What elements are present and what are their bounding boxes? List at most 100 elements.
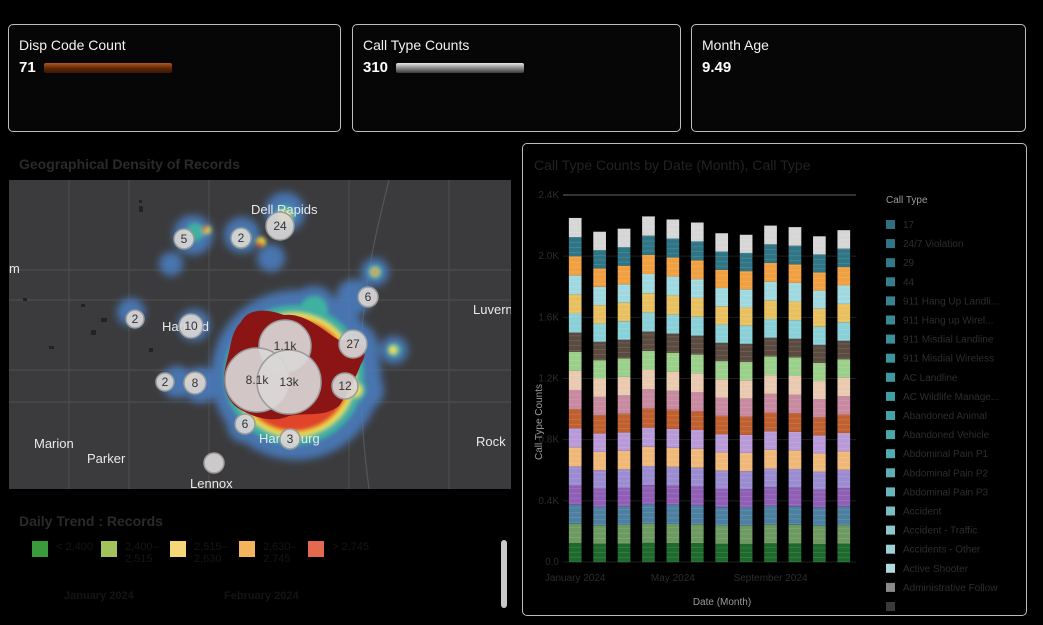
- bar-segment: [666, 276, 680, 296]
- bar-segment: [642, 466, 655, 486]
- legend-item-label[interactable]: Administrative Follow: [903, 583, 998, 594]
- legend-item-label[interactable]: Abdominal Pain P2: [903, 468, 988, 479]
- legend-swatch[interactable]: [886, 544, 895, 554]
- cluster-bubble[interactable]: [265, 211, 295, 241]
- legend-swatch[interactable]: [886, 487, 895, 497]
- bar-segment: [788, 282, 802, 302]
- kpi-month-age[interactable]: Month Age 9.49: [691, 24, 1026, 132]
- legend-item-label[interactable]: Accident: [903, 507, 942, 518]
- bar-segment: [617, 228, 631, 248]
- bar-segment: [666, 314, 680, 334]
- bar-segment: [715, 251, 729, 270]
- y-tick-label: 0.0: [545, 557, 559, 568]
- legend-item-label[interactable]: 911 Misdial Landline: [903, 335, 994, 346]
- legend-item-label[interactable]: Accident - Traffic: [903, 526, 977, 537]
- bar-segment: [666, 371, 680, 391]
- legend-item-label[interactable]: 911 Hang up Wirel...: [903, 316, 993, 327]
- legend-swatch[interactable]: [886, 353, 895, 363]
- legend-item-label[interactable]: 44: [903, 277, 915, 288]
- cluster-bubble[interactable]: [234, 413, 256, 435]
- legend-item-label[interactable]: Abdominal Pain P3: [903, 487, 988, 498]
- bar-segment: [837, 248, 851, 268]
- bar-segment: [617, 469, 631, 488]
- legend-item-label[interactable]: Accidents - Other: [903, 545, 981, 556]
- cluster-bubble[interactable]: [173, 228, 195, 250]
- legend-swatch[interactable]: [886, 296, 895, 306]
- cluster-bubble[interactable]: [357, 286, 379, 308]
- legend-swatch[interactable]: [886, 372, 895, 382]
- stacked-bar[interactable]: [666, 219, 680, 563]
- y-tick-label: 2.4K: [538, 190, 559, 201]
- bar-segment: [788, 245, 802, 265]
- legend-item-label[interactable]: 24/7 Violation: [903, 239, 963, 250]
- legend-item-label[interactable]: Abdominal Pain P1: [903, 449, 988, 460]
- kpi-call-type-counts[interactable]: Call Type Counts 310: [352, 24, 681, 132]
- legend-item-label[interactable]: Active Shooter: [903, 564, 969, 575]
- legend-swatch[interactable]: [886, 277, 895, 287]
- cluster-bubble[interactable]: [338, 329, 368, 359]
- bar-segment: [666, 447, 680, 467]
- cluster-bubble[interactable]: [155, 372, 175, 392]
- stacked-bar[interactable]: [813, 236, 826, 563]
- bar-segment: [788, 357, 802, 376]
- cluster-bubble[interactable]: [256, 349, 322, 415]
- kpi-disp-code-count[interactable]: Disp Code Count 71: [8, 24, 341, 132]
- bar-segment: [788, 264, 802, 283]
- legend-swatch[interactable]: [886, 430, 895, 440]
- legend-swatch[interactable]: [886, 468, 895, 478]
- legend-swatch[interactable]: [886, 220, 895, 229]
- legend-item-label[interactable]: 29: [903, 258, 915, 269]
- stacked-bar[interactable]: [788, 227, 802, 563]
- legend-swatch[interactable]: [886, 391, 895, 401]
- legend-item-label[interactable]: AC Landline: [903, 373, 958, 384]
- legend-swatch[interactable]: [886, 563, 895, 573]
- stacked-bar[interactable]: [837, 230, 851, 563]
- stacked-bar[interactable]: [568, 217, 582, 563]
- legend-item-label[interactable]: 17: [903, 220, 915, 231]
- bar-segment: [715, 342, 729, 362]
- stacked-bar[interactable]: [642, 216, 655, 563]
- cluster-bubble[interactable]: [279, 428, 301, 450]
- call-type-chart-panel[interactable]: Call Type Counts by Date (Month), Call T…: [522, 143, 1027, 616]
- cluster-bubble[interactable]: [183, 371, 207, 395]
- stacked-bar[interactable]: [764, 225, 777, 563]
- bar-segment: [739, 325, 753, 344]
- legend-swatch[interactable]: [886, 582, 895, 592]
- vertical-scrollbar[interactable]: [501, 540, 507, 608]
- bar-segment: [715, 525, 729, 544]
- legend-swatch[interactable]: [886, 525, 895, 535]
- stacked-bar[interactable]: [617, 228, 631, 563]
- legend-item-label[interactable]: AC Wildlife Manage...: [903, 392, 999, 403]
- cluster-bubble[interactable]: [178, 313, 204, 339]
- legend-swatch[interactable]: [886, 315, 895, 325]
- legend-swatch[interactable]: [886, 239, 895, 249]
- density-map[interactable]: Dell Rapids Hartford Luverne Marion Park…: [9, 180, 511, 489]
- legend-swatch[interactable]: [886, 334, 895, 344]
- legend-item-label[interactable]: 911 Misdial Wireless: [903, 354, 994, 365]
- cluster-bubble[interactable]: [331, 372, 359, 400]
- cluster-bubble[interactable]: [230, 227, 252, 249]
- stacked-bar[interactable]: [739, 234, 753, 563]
- legend-swatch[interactable]: [886, 258, 895, 268]
- bar-segment: [813, 344, 826, 363]
- cluster-label: 24: [273, 219, 287, 233]
- bar-segment: [788, 431, 802, 451]
- legend-item-label[interactable]: Abandoned Animal: [903, 411, 987, 422]
- bar-segment: [739, 380, 753, 399]
- legend-swatch[interactable]: [886, 411, 895, 420]
- stacked-bar[interactable]: [715, 233, 729, 563]
- cluster-bubble[interactable]: [125, 309, 145, 329]
- legend-swatch[interactable]: [886, 449, 895, 459]
- cluster-bubble[interactable]: [203, 452, 225, 474]
- legend-swatch[interactable]: [886, 602, 895, 611]
- kpi-title: Call Type Counts: [363, 37, 470, 53]
- cluster-label: 1.1k: [274, 339, 298, 353]
- legend-swatch[interactable]: [886, 506, 895, 516]
- bar-segment: [593, 305, 606, 324]
- stacked-bar[interactable]: [690, 222, 704, 563]
- bar-segment: [837, 451, 851, 470]
- kpi-value: 310: [363, 59, 389, 76]
- stacked-bar[interactable]: [593, 231, 606, 563]
- legend-item-label[interactable]: 911 Hang Up Landli...: [903, 296, 999, 307]
- legend-item-label[interactable]: Abandoned Vehicle: [903, 430, 990, 441]
